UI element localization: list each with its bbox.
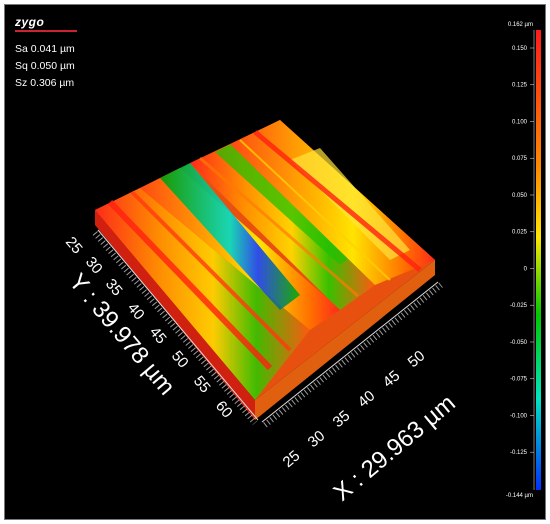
x-tick: 30 bbox=[305, 427, 329, 451]
colorbar-max-label: 0.162 µm bbox=[507, 22, 533, 28]
colorbar-tick-label: 0.075 bbox=[512, 156, 528, 162]
stat-sz: Sz 0.306 µm bbox=[15, 77, 75, 89]
colorbar-tick-label: 0.100 bbox=[512, 119, 528, 125]
y-axis bbox=[92, 229, 259, 425]
colorbar-tick-label: 0.050 bbox=[512, 193, 528, 199]
stat-sa: Sa 0.041 µm bbox=[15, 43, 75, 55]
x-axis-title: X : 29.963 µm bbox=[329, 390, 460, 507]
zygo-logo: zygo bbox=[15, 15, 77, 32]
colorbar-tick-label: -0.125 bbox=[510, 450, 528, 456]
y-tick: 45 bbox=[146, 324, 170, 348]
x-tick: 40 bbox=[355, 387, 379, 411]
stat-sq: Sq 0.050 µm bbox=[15, 60, 75, 72]
roughness-stats: Sa 0.041 µm Sq 0.050 µm Sz 0.306 µm bbox=[15, 41, 75, 92]
colorbar-gradient: 0.150 0.125 0.100 0.075 0.050 0.025 0 -0.025 -0.… bbox=[510, 30, 541, 490]
colorbar-tick-label: 0.150 bbox=[512, 46, 528, 52]
colorbar-tick-label: -0.050 bbox=[510, 340, 528, 346]
surface-plot-3d[interactable]: 25 30 35 40 45 50 55 60 Y : 39.978 µm 25… bbox=[40, 100, 460, 510]
y-tick: 50 bbox=[168, 348, 192, 372]
colorbar-tick-label: -0.100 bbox=[510, 413, 528, 419]
x-axis bbox=[261, 281, 443, 428]
colorbar-tick-label: 0 bbox=[524, 266, 528, 272]
logo-text: zygo bbox=[15, 15, 45, 29]
colorbar-tick-label: 0.025 bbox=[512, 230, 528, 236]
y-tick: 55 bbox=[190, 373, 214, 397]
x-tick: 25 bbox=[280, 447, 304, 471]
colorbar-tick-label: -0.025 bbox=[510, 303, 528, 309]
colorbar-tick-label: -0.075 bbox=[510, 377, 528, 383]
x-tick: 45 bbox=[380, 367, 404, 391]
y-tick: 60 bbox=[212, 398, 236, 422]
y-tick: 25 bbox=[62, 234, 86, 258]
colorbar-tick-label: 0.125 bbox=[512, 83, 528, 89]
surface-mesh bbox=[95, 120, 435, 420]
colorbar-min-label: -0.144 µm bbox=[505, 493, 533, 499]
logo-underline bbox=[15, 30, 77, 32]
x-tick: 50 bbox=[405, 347, 429, 371]
x-tick: 35 bbox=[330, 407, 354, 431]
